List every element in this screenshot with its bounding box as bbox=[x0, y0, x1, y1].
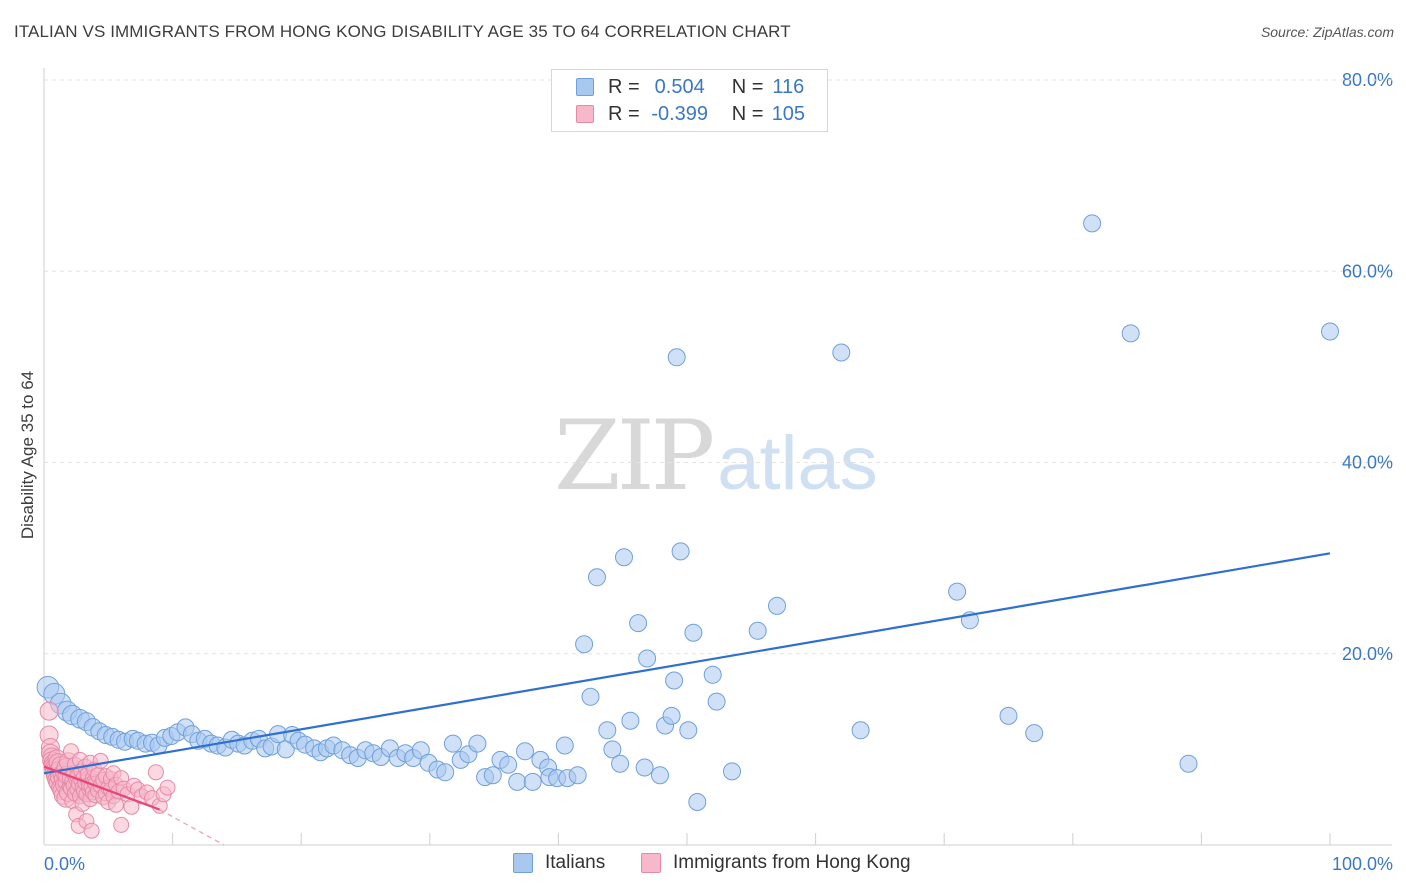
italians-point bbox=[516, 742, 534, 761]
italians-point bbox=[603, 740, 622, 759]
watermark-atlas: atlas bbox=[717, 421, 878, 506]
italians-point bbox=[483, 766, 502, 785]
hong-kong-point bbox=[113, 816, 130, 833]
italians-point bbox=[468, 734, 487, 753]
italians-point bbox=[651, 766, 669, 785]
italians-point bbox=[707, 692, 726, 711]
x-tick-label: 100.0% bbox=[1332, 854, 1393, 874]
y-tick-label: 20.0% bbox=[1342, 644, 1393, 664]
italians-point bbox=[1121, 324, 1140, 343]
legend-n-label: N = bbox=[731, 102, 764, 125]
chart-title: ITALIAN VS IMMIGRANTS FROM HONG KONG DIS… bbox=[14, 22, 791, 41]
italians-point bbox=[1179, 754, 1198, 773]
italians-point bbox=[671, 542, 690, 561]
hong-kong-point bbox=[108, 796, 124, 813]
italians-point bbox=[638, 649, 657, 668]
italians-point bbox=[581, 687, 600, 706]
italians-point bbox=[598, 721, 617, 740]
source-credit: Source: ZipAtlas.com bbox=[1260, 24, 1394, 40]
legend-r-value: 0.504 bbox=[654, 75, 705, 98]
italians-point bbox=[948, 582, 967, 601]
italians-point bbox=[555, 736, 574, 755]
legend-row-italians: R = 0.504 N = 116 bbox=[576, 75, 813, 99]
italians-point bbox=[1025, 724, 1044, 743]
legend-n-value: 105 bbox=[771, 102, 806, 125]
series-swatch-italians bbox=[513, 853, 533, 873]
italians-point bbox=[723, 762, 741, 781]
correlation-legend: R = 0.504 N = 116 R = -0.399 N = 105 bbox=[551, 69, 828, 132]
legend-n-label: N = bbox=[731, 75, 764, 98]
y-tick-label: 40.0% bbox=[1342, 453, 1393, 473]
italians-point bbox=[629, 614, 648, 633]
legend-r-label: R = bbox=[608, 75, 640, 98]
watermark: ZIPatlas bbox=[554, 400, 878, 512]
italians-point bbox=[768, 596, 786, 615]
series-legend: Italians Immigrants from Hong Kong bbox=[0, 852, 1406, 878]
italians-point bbox=[662, 706, 681, 725]
italians-point bbox=[748, 621, 767, 640]
italians-point bbox=[832, 343, 851, 362]
italians-point bbox=[1083, 214, 1102, 233]
italians-point bbox=[1321, 322, 1339, 341]
italians-point bbox=[665, 671, 684, 690]
italians-point bbox=[499, 755, 518, 774]
italians-point bbox=[667, 348, 686, 367]
italians-point bbox=[999, 706, 1018, 725]
x-tick-label: 0.0% bbox=[44, 854, 85, 874]
italians-point bbox=[588, 568, 606, 587]
italians-point bbox=[611, 754, 630, 773]
italians-point bbox=[621, 711, 640, 730]
italians-point bbox=[615, 548, 633, 567]
series-legend-italians[interactable]: Italians bbox=[513, 852, 605, 874]
hong-kong-point bbox=[39, 701, 59, 721]
italians-point bbox=[523, 772, 542, 791]
legend-r-label: R = bbox=[608, 102, 640, 125]
hong-kong-trend-line bbox=[43, 765, 161, 811]
hong-kong-point bbox=[92, 752, 109, 769]
legend-swatch-italians bbox=[576, 78, 594, 96]
italians-point bbox=[635, 758, 654, 777]
series-label-italians: Italians bbox=[545, 852, 606, 873]
legend-n-value: 116 bbox=[772, 75, 805, 98]
hong-kong-point bbox=[147, 764, 164, 781]
italians-point bbox=[703, 665, 722, 684]
italians-point bbox=[575, 635, 594, 654]
series-label-hong-kong: Immigrants from Hong Kong bbox=[673, 852, 911, 873]
series-legend-hong-kong[interactable]: Immigrants from Hong Kong bbox=[641, 852, 911, 874]
legend-r-value: -0.399 bbox=[651, 102, 709, 125]
watermark-zip: ZIP bbox=[554, 400, 715, 512]
italians-point bbox=[688, 793, 707, 811]
italians-point bbox=[851, 721, 870, 740]
italians-point bbox=[684, 623, 703, 642]
italians-point bbox=[443, 734, 462, 753]
legend-row-hong-kong: R = -0.399 N = 105 bbox=[576, 102, 813, 126]
legend-swatch-hong-kong bbox=[576, 105, 594, 123]
hong-kong-point bbox=[159, 779, 176, 796]
hong-kong-point bbox=[83, 822, 100, 839]
y-tick-label: 60.0% bbox=[1342, 261, 1393, 281]
italians-point bbox=[436, 763, 455, 782]
italians-point bbox=[679, 721, 698, 740]
series-swatch-hong-kong bbox=[641, 853, 661, 873]
italians-trend-line bbox=[43, 552, 1331, 775]
italians-point bbox=[508, 772, 527, 791]
italians-point bbox=[568, 766, 587, 785]
hong-kong-trend-extension bbox=[159, 809, 225, 846]
